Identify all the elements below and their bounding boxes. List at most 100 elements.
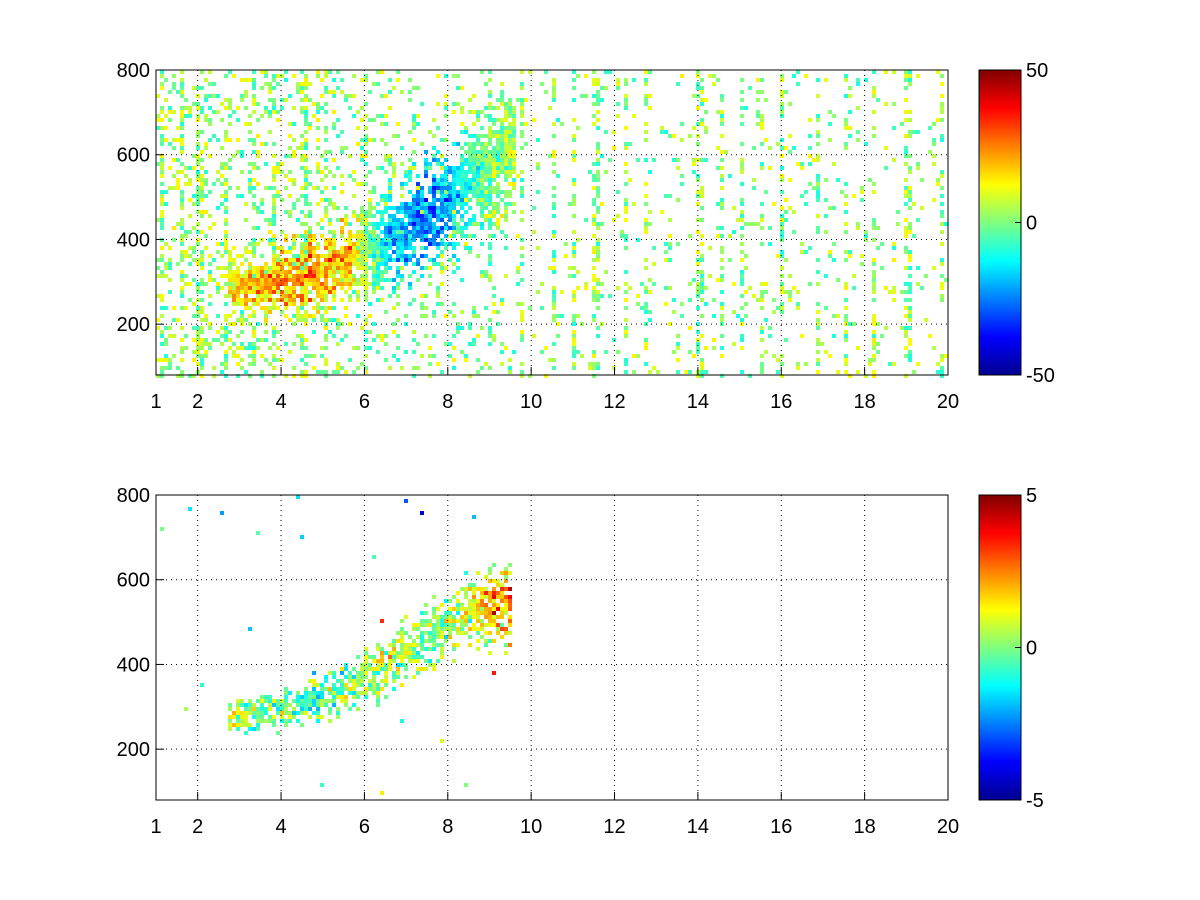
heatmap-cell bbox=[692, 170, 696, 174]
heatmap-cell bbox=[372, 691, 376, 695]
heatmap-cell bbox=[648, 210, 652, 214]
heatmap-cell bbox=[400, 162, 404, 166]
heatmap-cell bbox=[404, 667, 408, 671]
heatmap-cell bbox=[492, 607, 496, 611]
heatmap-cell bbox=[372, 687, 376, 691]
heatmap-cell bbox=[292, 106, 296, 110]
heatmap-cell bbox=[868, 358, 872, 362]
heatmap-cell bbox=[436, 214, 440, 218]
heatmap-cell bbox=[160, 298, 164, 302]
heatmap-cell bbox=[452, 194, 456, 198]
heatmap-cell bbox=[304, 130, 308, 134]
heatmap-cell bbox=[504, 643, 508, 647]
heatmap-cell bbox=[332, 286, 336, 290]
heatmap-cell bbox=[440, 643, 444, 647]
heatmap-cell bbox=[308, 703, 312, 707]
heatmap-cell bbox=[264, 70, 268, 74]
heatmap-cell bbox=[668, 242, 672, 246]
heatmap-cell bbox=[692, 126, 696, 130]
heatmap-cell bbox=[380, 659, 384, 663]
heatmap-cell bbox=[256, 346, 260, 350]
heatmap-cell bbox=[320, 266, 324, 270]
heatmap-cell bbox=[524, 122, 528, 126]
heatmap-cell bbox=[380, 647, 384, 651]
heatmap-cell bbox=[504, 651, 508, 655]
heatmap-cell bbox=[644, 342, 648, 346]
heatmap-cell bbox=[460, 122, 464, 126]
heatmap-cell bbox=[200, 110, 204, 114]
heatmap-cell bbox=[272, 254, 276, 258]
heatmap-cell bbox=[220, 254, 224, 258]
heatmap-cell bbox=[352, 703, 356, 707]
heatmap-cell bbox=[572, 150, 576, 154]
heatmap-cell bbox=[236, 711, 240, 715]
heatmap-cell bbox=[260, 374, 264, 378]
heatmap-cell bbox=[268, 346, 272, 350]
heatmap-cell bbox=[208, 270, 212, 274]
heatmap-cell bbox=[636, 354, 640, 358]
heatmap-cell bbox=[380, 138, 384, 142]
heatmap-cell bbox=[332, 699, 336, 703]
heatmap-cell bbox=[488, 202, 492, 206]
heatmap-cell bbox=[228, 98, 232, 102]
heatmap-cell bbox=[160, 134, 164, 138]
heatmap-cell bbox=[372, 190, 376, 194]
heatmap-cell bbox=[352, 683, 356, 687]
heatmap-cell bbox=[220, 162, 224, 166]
heatmap-cell bbox=[480, 270, 484, 274]
heatmap-cell bbox=[592, 366, 596, 370]
heatmap-cell bbox=[300, 302, 304, 306]
heatmap-cell bbox=[832, 114, 836, 118]
heatmap-cell bbox=[592, 374, 596, 378]
heatmap-cell bbox=[304, 374, 308, 378]
heatmap-cell bbox=[496, 158, 500, 162]
heatmap-cell bbox=[460, 158, 464, 162]
heatmap-cell bbox=[448, 234, 452, 238]
heatmap-cell bbox=[180, 202, 184, 206]
heatmap-cell bbox=[516, 282, 520, 286]
heatmap-cell bbox=[180, 254, 184, 258]
heatmap-cell bbox=[944, 222, 948, 226]
heatmap-cell bbox=[316, 715, 320, 719]
heatmap-cell bbox=[268, 719, 272, 723]
heatmap-cell bbox=[400, 234, 404, 238]
heatmap-cell bbox=[240, 310, 244, 314]
heatmap-cell bbox=[436, 290, 440, 294]
heatmap-cell bbox=[464, 358, 468, 362]
heatmap-cell bbox=[720, 306, 724, 310]
heatmap-cell bbox=[552, 82, 556, 86]
heatmap-cell bbox=[416, 659, 420, 663]
heatmap-cell bbox=[384, 679, 388, 683]
heatmap-cell bbox=[316, 278, 320, 282]
heatmap-cell bbox=[488, 130, 492, 134]
heatmap-cell bbox=[696, 202, 700, 206]
heatmap-cell bbox=[376, 166, 380, 170]
heatmap-cell bbox=[844, 202, 848, 206]
heatmap-cell bbox=[844, 330, 848, 334]
heatmap-cell bbox=[448, 627, 452, 631]
heatmap-cell bbox=[292, 711, 296, 715]
heatmap-cell bbox=[436, 254, 440, 258]
heatmap-cell bbox=[932, 122, 936, 126]
heatmap-cell bbox=[860, 190, 864, 194]
heatmap-cell bbox=[432, 615, 436, 619]
heatmap-cell bbox=[484, 362, 488, 366]
heatmap-cell bbox=[200, 254, 204, 258]
heatmap-cell bbox=[300, 274, 304, 278]
heatmap-cell bbox=[332, 274, 336, 278]
heatmap-cell bbox=[440, 282, 444, 286]
heatmap-cell bbox=[644, 258, 648, 262]
heatmap-cell bbox=[936, 118, 940, 122]
heatmap-cell bbox=[452, 142, 456, 146]
heatmap-cell bbox=[352, 94, 356, 98]
heatmap-cell bbox=[740, 234, 744, 238]
heatmap-cell bbox=[344, 250, 348, 254]
heatmap-cell bbox=[504, 158, 508, 162]
heatmap-cell bbox=[744, 266, 748, 270]
heatmap-cell bbox=[192, 358, 196, 362]
heatmap-cell bbox=[372, 222, 376, 226]
heatmap-cell bbox=[156, 274, 160, 278]
heatmap-cell bbox=[304, 222, 308, 226]
heatmap-cell bbox=[552, 318, 556, 322]
heatmap-cell bbox=[232, 310, 236, 314]
